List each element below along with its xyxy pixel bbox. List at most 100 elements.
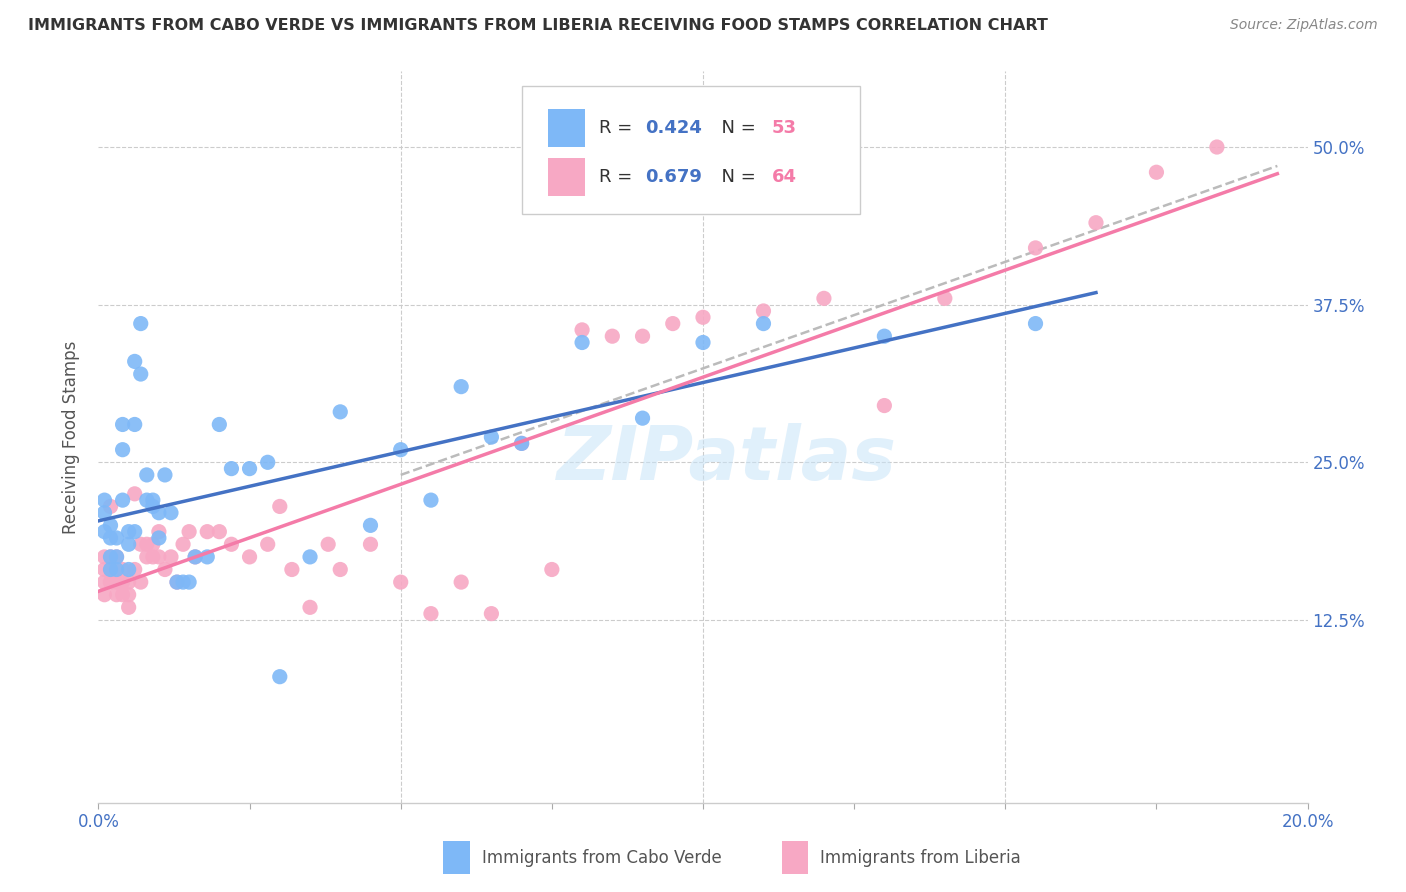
- Point: [148, 549, 170, 564]
- Point: [129, 367, 152, 381]
- Point: [1206, 140, 1229, 154]
- Text: Source: ZipAtlas.com: Source: ZipAtlas.com: [1230, 18, 1378, 32]
- Point: [329, 405, 352, 419]
- Point: [269, 670, 291, 684]
- Point: [179, 524, 201, 539]
- Point: [1024, 241, 1046, 255]
- Text: 64: 64: [772, 169, 797, 186]
- Point: [105, 588, 128, 602]
- Point: [118, 588, 141, 602]
- Point: [93, 575, 115, 590]
- Point: [208, 524, 231, 539]
- Point: [93, 549, 115, 564]
- Text: ZIPatlas: ZIPatlas: [557, 423, 897, 496]
- Point: [813, 291, 835, 305]
- Point: [692, 335, 714, 350]
- Point: [153, 467, 176, 482]
- Point: [389, 575, 412, 590]
- Point: [450, 575, 472, 590]
- Point: [873, 399, 896, 413]
- Point: [450, 379, 472, 393]
- Bar: [443, 841, 470, 874]
- Point: [100, 575, 122, 590]
- Text: N =: N =: [710, 120, 762, 137]
- Point: [299, 549, 322, 564]
- Point: [118, 562, 141, 576]
- Point: [135, 537, 157, 551]
- Point: [160, 549, 183, 564]
- Point: [100, 518, 122, 533]
- Point: [124, 417, 146, 432]
- Point: [631, 411, 654, 425]
- Point: [135, 549, 157, 564]
- Point: [360, 537, 382, 551]
- Point: [208, 417, 231, 432]
- Point: [111, 562, 134, 576]
- Point: [105, 562, 128, 576]
- Point: [256, 537, 278, 551]
- Point: [571, 335, 593, 350]
- Point: [1085, 216, 1108, 230]
- Point: [316, 537, 339, 551]
- Point: [142, 493, 165, 508]
- Text: 0.679: 0.679: [645, 169, 702, 186]
- Point: [195, 524, 218, 539]
- Bar: [548, 159, 585, 196]
- Point: [481, 430, 503, 444]
- Point: [510, 436, 533, 450]
- Text: 53: 53: [772, 120, 797, 137]
- Point: [111, 575, 134, 590]
- Point: [510, 436, 533, 450]
- Point: [269, 500, 291, 514]
- Point: [221, 537, 243, 551]
- Point: [100, 500, 122, 514]
- Point: [111, 588, 134, 602]
- Point: [752, 317, 775, 331]
- Point: [692, 310, 714, 325]
- Point: [111, 493, 134, 508]
- Point: [481, 607, 503, 621]
- Point: [329, 562, 352, 576]
- Point: [100, 531, 122, 545]
- Point: [602, 329, 624, 343]
- Point: [135, 493, 157, 508]
- Point: [873, 329, 896, 343]
- Point: [129, 575, 152, 590]
- Text: Immigrants from Liberia: Immigrants from Liberia: [820, 848, 1021, 867]
- Point: [135, 467, 157, 482]
- Text: IMMIGRANTS FROM CABO VERDE VS IMMIGRANTS FROM LIBERIA RECEIVING FOOD STAMPS CORR: IMMIGRANTS FROM CABO VERDE VS IMMIGRANTS…: [28, 18, 1047, 33]
- Point: [184, 549, 207, 564]
- Point: [105, 549, 128, 564]
- Point: [1024, 317, 1046, 331]
- Point: [93, 562, 115, 576]
- FancyBboxPatch shape: [522, 86, 860, 214]
- Point: [281, 562, 304, 576]
- Point: [221, 461, 243, 475]
- Point: [100, 562, 122, 576]
- Text: 0.424: 0.424: [645, 120, 702, 137]
- Point: [93, 524, 115, 539]
- Point: [184, 549, 207, 564]
- Point: [1144, 165, 1167, 179]
- Point: [118, 524, 141, 539]
- Text: R =: R =: [599, 169, 638, 186]
- Point: [540, 562, 562, 576]
- Point: [360, 518, 382, 533]
- Point: [142, 549, 165, 564]
- Point: [172, 537, 194, 551]
- Point: [661, 317, 683, 331]
- Point: [160, 506, 183, 520]
- Point: [172, 575, 194, 590]
- Point: [752, 304, 775, 318]
- Point: [166, 575, 188, 590]
- Point: [93, 493, 115, 508]
- Text: N =: N =: [710, 169, 762, 186]
- Point: [148, 524, 170, 539]
- Point: [934, 291, 956, 305]
- Point: [129, 317, 152, 331]
- Point: [100, 549, 122, 564]
- Point: [100, 549, 122, 564]
- Point: [100, 562, 122, 576]
- Text: Immigrants from Cabo Verde: Immigrants from Cabo Verde: [482, 848, 721, 867]
- Bar: [782, 841, 808, 874]
